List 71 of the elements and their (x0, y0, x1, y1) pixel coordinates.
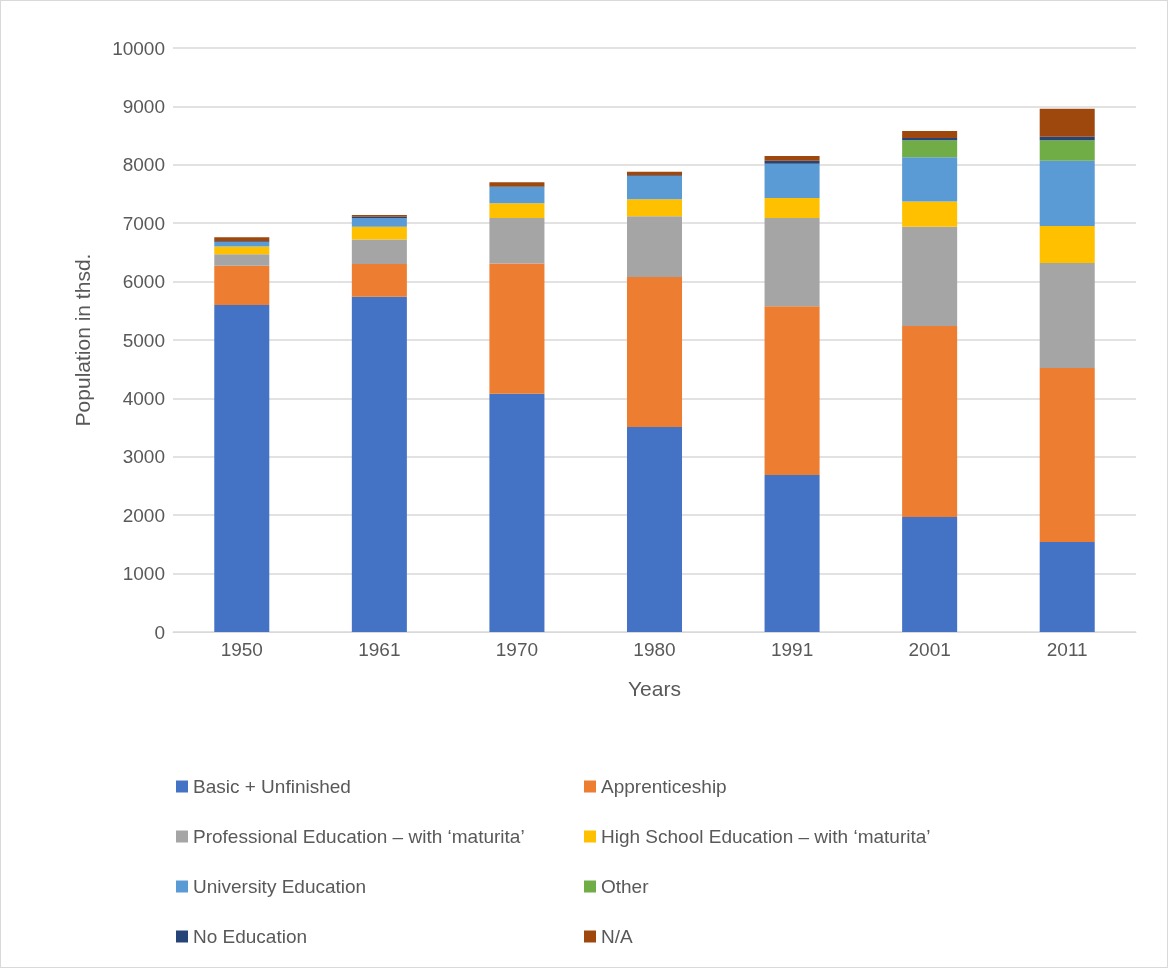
bar (764, 474, 820, 632)
bar (351, 239, 407, 265)
bar (626, 427, 683, 632)
bar (351, 296, 407, 632)
bar (902, 516, 958, 632)
bar (626, 276, 683, 428)
legend-label: N/A (601, 926, 633, 947)
bar (1039, 226, 1095, 263)
bar (1039, 140, 1095, 161)
legend-label: Basic + Unfinished (193, 776, 351, 797)
bar (902, 201, 958, 227)
y-tick-label: 1000 (122, 563, 165, 585)
bar (489, 186, 545, 204)
bar (351, 226, 407, 240)
bar (764, 163, 820, 199)
bar (1039, 262, 1095, 369)
y-tick-label: 2000 (122, 504, 165, 526)
legend-label: High School Education – with ‘maturita’ (601, 826, 931, 847)
x-tick-label: 1961 (358, 639, 401, 660)
bar (489, 182, 545, 187)
y-tick-label: 7000 (122, 212, 165, 234)
bar (489, 217, 545, 264)
bar (902, 140, 958, 158)
bar (1039, 160, 1095, 227)
x-tick-label: 1950 (220, 639, 263, 660)
y-tick-label: 8000 (122, 154, 165, 176)
bar (626, 175, 683, 200)
y-tick-label: 6000 (122, 271, 165, 293)
bar (489, 203, 545, 218)
legend-label: Apprenticeship (601, 776, 727, 797)
legend-label: No Education (193, 926, 308, 947)
bar (351, 217, 407, 227)
y-tick-label: 0 (154, 621, 165, 643)
bar (214, 237, 270, 242)
x-axis-title: Years (628, 677, 681, 700)
bar (1039, 542, 1095, 632)
x-tick-label: 2001 (908, 639, 951, 660)
y-tick-label: 10000 (112, 37, 165, 59)
bar (764, 156, 820, 161)
bar (902, 157, 958, 202)
bar (214, 254, 270, 266)
bar (489, 263, 545, 394)
x-tick-label: 1991 (770, 639, 814, 660)
y-axis-title: Population in thsd. (71, 253, 94, 427)
x-tick-label: 2011 (1046, 639, 1088, 660)
legend-label: University Education (193, 876, 367, 897)
bar (764, 198, 820, 218)
bar (902, 325, 958, 517)
bar (214, 265, 270, 305)
x-tick-label: 1970 (495, 639, 539, 660)
x-tick-label: 1980 (633, 639, 676, 660)
bar (351, 264, 407, 297)
bar (902, 130, 958, 138)
bar (214, 246, 270, 255)
legend-label: Other (601, 876, 650, 897)
bar (1039, 368, 1095, 543)
bar (764, 217, 820, 307)
bar (626, 199, 683, 217)
bar (626, 216, 683, 277)
bar (764, 160, 820, 164)
bar (764, 306, 820, 475)
bar (489, 393, 545, 632)
y-tick-label: 4000 (122, 387, 165, 409)
bar (1039, 108, 1095, 137)
y-tick-label: 9000 (122, 95, 165, 117)
y-tick-label: 5000 (122, 329, 165, 351)
bar (214, 304, 270, 632)
bar (902, 226, 958, 326)
y-tick-label: 3000 (122, 446, 165, 468)
legend-label: Professional Education – with ‘maturita’ (193, 826, 525, 847)
bar (214, 241, 270, 247)
